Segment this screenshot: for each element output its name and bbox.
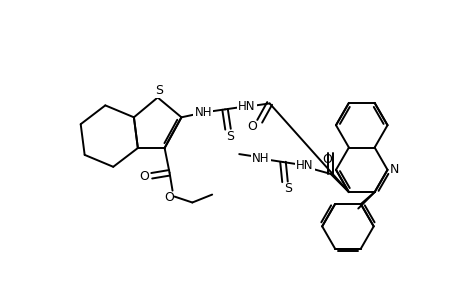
Text: NH: NH bbox=[252, 152, 269, 165]
Text: O: O bbox=[321, 153, 331, 166]
Text: NH: NH bbox=[194, 106, 212, 119]
Text: S: S bbox=[225, 130, 234, 142]
Text: S: S bbox=[283, 182, 291, 195]
Text: S: S bbox=[154, 84, 162, 97]
Text: HN: HN bbox=[296, 160, 313, 172]
Text: O: O bbox=[139, 170, 148, 183]
Text: O: O bbox=[164, 191, 174, 204]
Text: O: O bbox=[246, 120, 256, 133]
Text: HN: HN bbox=[238, 100, 255, 113]
Text: N: N bbox=[389, 163, 398, 176]
